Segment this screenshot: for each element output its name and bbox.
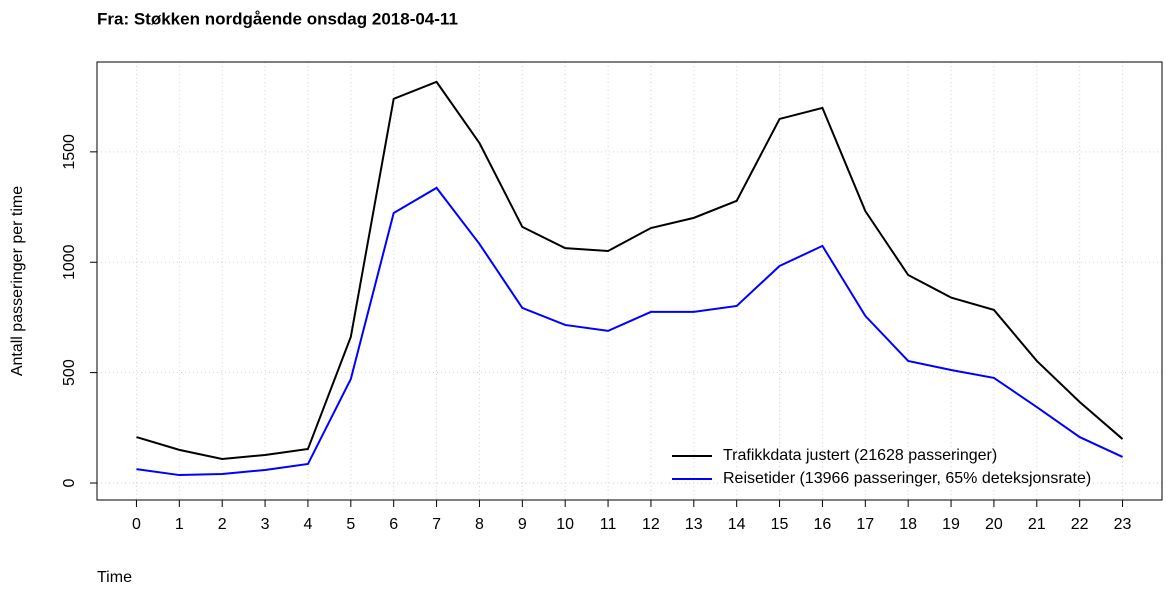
x-tick-label: 8	[475, 516, 484, 533]
y-tick-label: 500	[61, 359, 78, 386]
x-tick-label: 11	[600, 516, 617, 533]
x-tick-label: 5	[346, 516, 355, 533]
x-tick-label: 9	[518, 516, 527, 533]
y-tick-label: 0	[61, 478, 78, 487]
x-tick-label: 13	[685, 516, 703, 533]
y-tick-label: 1500	[61, 134, 78, 170]
x-tick-label: 19	[942, 516, 960, 533]
x-tick-label: 17	[856, 516, 874, 533]
x-tick-label: 21	[1028, 516, 1046, 533]
x-tick-label: 10	[556, 516, 574, 533]
chart-title: Fra: Støkken nordgående onsdag 2018-04-1…	[97, 9, 458, 28]
x-tick-label: 15	[771, 516, 789, 533]
y-tick-label: 1000	[61, 244, 78, 280]
x-tick-label: 18	[899, 516, 917, 533]
x-tick-label: 2	[218, 516, 227, 533]
x-tick-label: 4	[303, 516, 312, 533]
x-tick-label: 23	[1114, 516, 1132, 533]
x-tick-label: 3	[261, 516, 270, 533]
x-tick-label: 12	[642, 516, 660, 533]
legend-label: Trafikkdata justert (21628 passeringer)	[723, 447, 997, 464]
x-tick-label: 14	[728, 516, 746, 533]
x-tick-label: 20	[985, 516, 1003, 533]
x-tick-label: 0	[132, 516, 141, 533]
x-tick-label: 22	[1071, 516, 1089, 533]
x-tick-label: 1	[175, 516, 184, 533]
series-line	[136, 80, 1124, 460]
series-line	[136, 186, 1123, 477]
x-tick-label: 6	[389, 516, 398, 533]
y-axis-label: Antall passeringer per time	[9, 186, 26, 376]
x-axis-label: Time	[97, 569, 132, 586]
x-tick-label: 16	[814, 516, 832, 533]
legend-label: Reisetider (13966 passeringer, 65% detek…	[723, 470, 1091, 487]
x-tick-label: 7	[432, 516, 441, 533]
plot-frame	[96, 61, 1163, 501]
